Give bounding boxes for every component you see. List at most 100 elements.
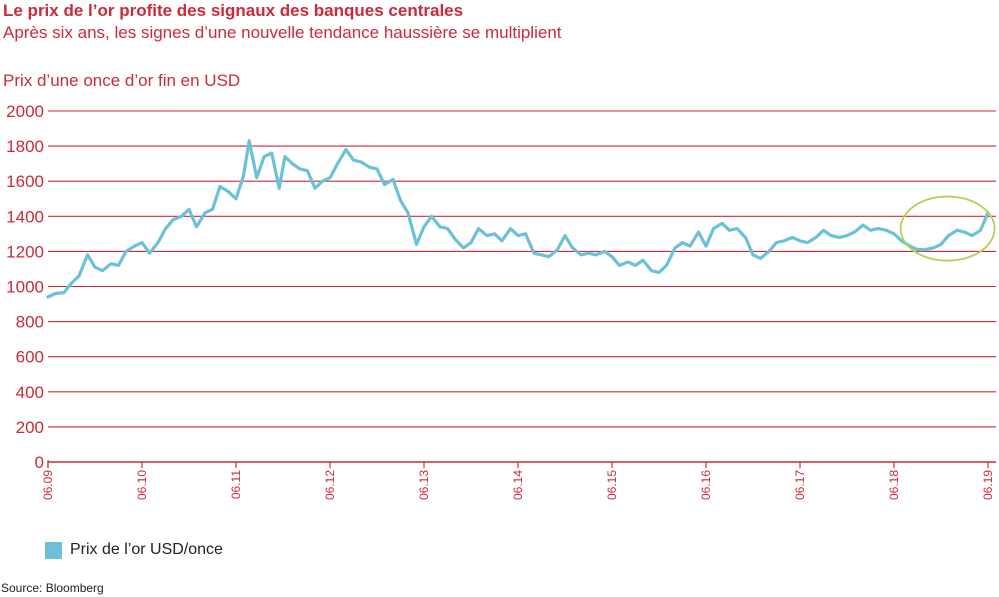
data-point [321,180,324,183]
data-point [720,222,724,225]
data-point [406,211,410,214]
data-point [728,229,731,232]
data-point [477,227,480,230]
data-point [485,234,489,237]
y-tick-label: 600 [16,348,44,367]
grid-lines [47,110,996,468]
data-point [422,225,426,228]
data-point [650,269,653,272]
data-point [54,292,57,295]
data-point [438,225,442,228]
data-point [712,227,715,230]
data-point [767,250,771,253]
y-tick-label: 800 [16,313,44,332]
data-point [383,183,386,186]
data-point [641,259,645,262]
data-point [814,236,818,239]
data-point [180,215,183,218]
x-tick-label: 06.16 [699,470,713,500]
data-point [140,241,144,244]
data-point [298,167,302,171]
data-point [571,246,574,250]
data-point [861,223,865,227]
data-point [242,174,245,178]
y-axis-label: Prix d’une once d’or fin en USD [3,71,241,90]
data-point [979,229,982,232]
data-point [101,269,104,272]
data-point [218,185,222,188]
annotation-layer [899,195,996,262]
data-point [109,262,113,265]
data-point [916,248,919,251]
data-point [829,234,833,237]
x-tick-label: 06.13 [417,470,431,500]
data-point [806,241,809,244]
y-tick-label: 400 [16,383,44,402]
data-point [532,252,536,255]
data-point [227,190,230,193]
data-point [263,155,266,158]
series-line-0 [46,139,990,299]
data-point [93,266,97,269]
data-point [415,243,418,246]
y-tick-label: 0 [35,453,44,472]
highlight-ellipse [899,195,996,262]
data-point [306,169,309,172]
data-point [540,253,543,257]
data-point [735,227,739,230]
data-point [822,229,825,232]
data-point [791,236,794,239]
y-tick-labels: 0 200 400 600 800 1000 1200 1400 1600 1800 2000 [6,102,44,472]
data-point [681,241,684,244]
data-point [775,241,778,244]
data-point [278,187,281,190]
x-tick-label: 06.11 [229,470,243,499]
data-point [164,227,167,230]
data-point [62,291,66,294]
data-point [344,148,348,151]
x-tick-label: 06.10 [135,470,149,500]
data-point [869,229,872,232]
data-point [673,246,677,250]
data-point [336,162,339,165]
x-tick-label: 06.09 [41,470,55,500]
data-point [963,230,966,234]
data-point [516,234,520,237]
data-point [399,199,402,202]
data-point [195,225,198,228]
data-point [939,243,943,246]
data-point [626,260,630,264]
data-point [46,295,50,299]
data-point [462,246,465,250]
data-point [587,252,590,255]
data-point [248,139,251,142]
data-point [469,241,473,244]
x-tick-label: 06.19 [981,470,995,500]
data-point [255,176,258,179]
x-tick-label: 06.12 [323,470,337,500]
y-tick-label: 1000 [6,278,44,297]
chart-title: Le prix de l’or profite des signaux des … [3,1,464,20]
x-tick-label: 06.15 [605,470,619,500]
data-point [970,234,974,237]
data-point [148,252,151,255]
source-note: Source: Bloomberg [1,581,104,595]
data-point [838,236,841,239]
data-point [932,246,935,250]
data-point [853,230,856,234]
data-point [283,155,287,158]
data-point [798,239,802,243]
data-point [156,241,160,244]
data-point [328,176,332,179]
data-point [657,271,661,274]
data-point [77,274,81,278]
data-point [618,264,621,267]
y-tick-label: 2000 [6,102,44,121]
x-tick-marks: 06.09 06.10 06.11 06.12 06.13 06.14 06.15 06.16… [41,462,995,500]
data-point [352,158,355,162]
x-tick-label: 06.14 [511,470,525,500]
data-point [117,264,120,267]
data-point [70,281,73,285]
data-point [453,237,457,241]
data-point [923,248,927,251]
